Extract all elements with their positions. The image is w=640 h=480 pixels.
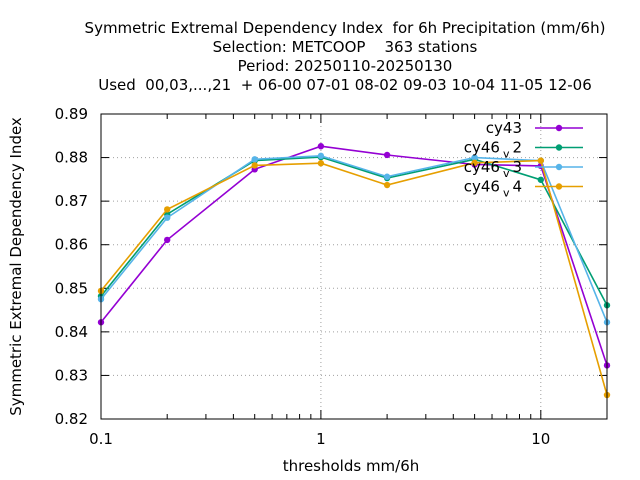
legend-marker-cy43: [555, 124, 563, 132]
plot-frame: [100, 113, 608, 420]
data-point-cy46_v3: [383, 173, 391, 180]
data-point-cy46_v4: [471, 159, 478, 166]
chart-title: Symmetric Extremal Dependency Index for …: [85, 19, 606, 94]
legend-label-cy46_v3: cy46 v 3: [464, 158, 522, 180]
y-tick-label: 0.83: [55, 366, 88, 384]
data-point-cy46_v3: [163, 214, 171, 221]
x-tick-label: 1: [316, 430, 326, 448]
series-line-cy46_v4: [100, 159, 608, 396]
legend-label-cy46_v2: cy46 v 2: [464, 139, 522, 161]
data-point-cy46_v4: [163, 206, 171, 213]
data-point-cy46_v4: [251, 162, 258, 169]
title-line-1: Symmetric Extremal Dependency Index for …: [85, 19, 606, 37]
y-tick-label: 0.84: [55, 323, 88, 341]
data-point-cy43: [317, 143, 325, 150]
series-line-cy46_v2: [100, 156, 608, 306]
data-point-cy46_v3: [317, 152, 325, 160]
data-point-cy46_v4: [383, 181, 391, 189]
x-tick-label: 10: [531, 430, 550, 448]
x-tick-label: 0.1: [89, 430, 113, 448]
series-line-cy46_v3: [100, 154, 608, 323]
y-tick-label: 0.82: [55, 410, 88, 428]
data-point-cy46_v2: [537, 176, 545, 183]
series-group: [97, 143, 611, 399]
data-point-cy46_v4: [317, 160, 325, 167]
data-point-cy43: [383, 151, 391, 159]
legend-marker-cy46_v3: [555, 163, 563, 171]
legend-label-cy46_v4: cy46 v 4: [464, 178, 522, 200]
y-tick-label: 0.87: [55, 192, 88, 210]
data-point-cy43: [163, 236, 171, 244]
legend-label-cy43: cy43: [486, 119, 522, 137]
title-line-2: Selection: METCOOP 363 stations: [213, 38, 478, 56]
y-tick-label: 0.85: [55, 279, 88, 297]
data-point-cy46_v3: [251, 156, 258, 163]
legend-marker-cy46_v2: [555, 144, 563, 151]
axis-ticks: 0.82 0.83 0.84 0.85 0.86 0.87 0.88 0.89 0.1 1 10: [55, 105, 608, 448]
y-axis-label: Symmetric Extremal Dependency Index: [7, 117, 25, 416]
y-tick-label: 0.89: [55, 105, 88, 123]
y-tick-label: 0.88: [55, 149, 88, 167]
x-axis-label: thresholds mm/6h: [283, 457, 420, 475]
series-line-cy43: [100, 145, 608, 366]
legend-marker-cy46_v4: [555, 183, 563, 190]
y-tick-label: 0.86: [55, 236, 88, 254]
title-line-4: Used 00,03,...,21 + 06-00 07-01 08-02 09…: [98, 76, 592, 94]
title-line-3: Period: 20250110-20250130: [238, 57, 453, 75]
data-point-cy46_v3: [471, 154, 478, 161]
data-point-cy46_v4: [537, 157, 545, 164]
